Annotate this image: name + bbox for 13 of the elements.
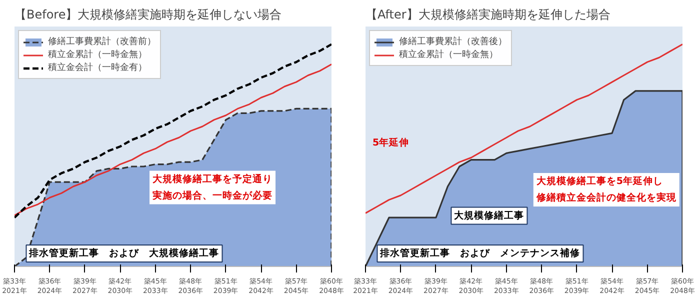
legend-label: 積立金累計（一時金無）: [48, 48, 147, 61]
annotation: 大規模修繕工事を予定通り実施の場合、一時金が必要: [152, 172, 273, 202]
legend-label: 積立金会計（一時金有）: [48, 62, 147, 74]
legend-label: 修繕工事費累計（改善後）: [399, 35, 507, 48]
legend-label: 積立金累計（一時金無）: [399, 48, 498, 61]
chart-title: 【After】大規模修繕実施時期を延伸した場合: [366, 8, 610, 22]
chart-title: 【Before】大規模修繕実施時期を延伸しない場合: [14, 8, 282, 22]
annotation: 排水管更新工事 および 大規模修繕工事: [28, 247, 220, 260]
annotation: 大規模修繕工事を5年延伸し修繕積立金会計の健全化を実現: [535, 175, 678, 204]
legend-label: 修繕工事費累計（改善前）: [48, 35, 156, 48]
annotation: 排水管更新工事 および メンテナンス補修: [379, 247, 582, 260]
annotation: 大規模修繕工事: [453, 209, 524, 222]
annotation: 5年延伸: [372, 136, 410, 149]
